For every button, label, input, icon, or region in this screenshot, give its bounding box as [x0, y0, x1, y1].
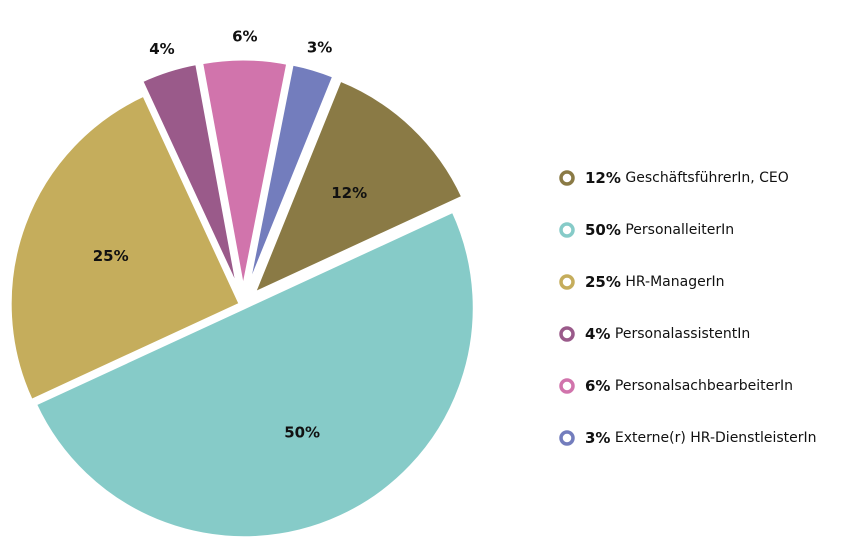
legend-entry: 6% PersonalsachbearbeiterIn — [585, 377, 793, 395]
pie-slice — [139, 61, 240, 291]
legend-entry: 12% GeschäftsführerIn, CEO — [585, 169, 789, 187]
slice-label: 4% — [149, 40, 174, 58]
legend-label: PersonalsachbearbeiterIn — [615, 378, 793, 394]
pie-slice — [199, 57, 290, 290]
legend-entry: 4% PersonalassistentIn — [585, 325, 750, 343]
legend-value: 25% — [585, 273, 621, 291]
pie-slice — [8, 93, 243, 403]
legend-label: GeschäftsführerIn, CEO — [625, 170, 788, 186]
legend-marker — [559, 378, 575, 394]
pie-slice — [33, 209, 476, 540]
legend-marker — [559, 222, 575, 238]
pie-slice — [251, 78, 465, 297]
slice-label: 25% — [93, 247, 129, 265]
slice-label: 12% — [331, 184, 367, 202]
legend-value: 50% — [585, 221, 621, 239]
legend-entry: 3% Externe(r) HR-DienstleisterIn — [585, 429, 817, 447]
legend-label: PersonalleiterIn — [625, 222, 734, 238]
legend-value: 6% — [585, 377, 610, 395]
legend-marker — [559, 326, 575, 342]
slice-label: 6% — [232, 28, 257, 46]
legend-label: HR-ManagerIn — [625, 274, 724, 290]
legend-value: 12% — [585, 169, 621, 187]
legend-value: 3% — [585, 429, 610, 447]
legend-entry: 50% PersonalleiterIn — [585, 221, 734, 239]
legend-value: 4% — [585, 325, 610, 343]
legend-marker — [559, 430, 575, 446]
legend-label: PersonalassistentIn — [615, 326, 750, 342]
legend-label: Externe(r) HR-DienstleisterIn — [615, 430, 817, 446]
slice-label: 3% — [307, 39, 332, 57]
legend-marker — [559, 274, 575, 290]
legend-entry: 25% HR-ManagerIn — [585, 273, 724, 291]
legend-marker — [559, 170, 575, 186]
pie-slice — [246, 62, 336, 291]
slice-label: 50% — [284, 423, 320, 441]
